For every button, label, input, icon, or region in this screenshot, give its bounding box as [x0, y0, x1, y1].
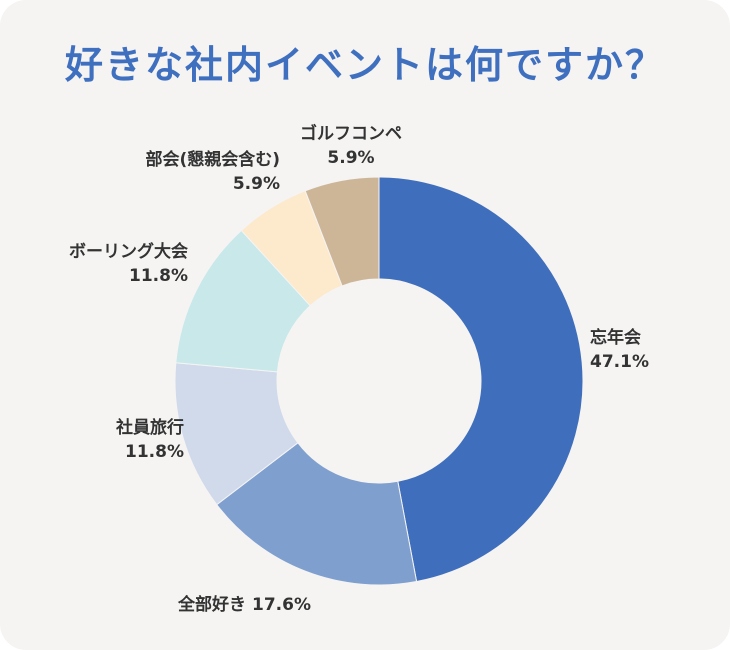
slice-label-trip: 社員旅行 11.8% — [98, 416, 184, 464]
donut-slice-1 — [216, 442, 418, 586]
slice-label-bowling: ボーリング大会 11.8% — [20, 240, 188, 288]
donut-slice-0 — [378, 176, 584, 583]
slice-label-name: 社員旅行 — [116, 418, 184, 438]
slice-label-all: 全部好き 17.6% — [178, 593, 311, 617]
slice-label-golf: ゴルフコンペ 5.9% — [276, 122, 426, 170]
slice-label-value: 5.9% — [232, 174, 280, 194]
slice-label-name: 部会(懇親会含む) — [145, 150, 280, 170]
slice-label-value: 47.1% — [590, 352, 649, 372]
donut-slice-5 — [304, 176, 380, 287]
slice-label-value: 11.8% — [129, 266, 188, 286]
slice-label-bukai: 部会(懇親会含む) 5.9% — [84, 148, 280, 196]
slice-label-name: 忘年会 — [590, 328, 641, 348]
chart-title: 好きな社内イベントは何ですか？ — [64, 43, 665, 87]
slice-label-name: 全部好き — [178, 595, 246, 615]
slice-label-value: 17.6% — [252, 595, 311, 615]
slice-label-name: ゴルフコンペ — [300, 124, 402, 144]
slice-label-value: 5.9% — [327, 148, 375, 168]
slice-label-value: 11.8% — [125, 442, 184, 462]
slice-label-bonenkai: 忘年会 47.1% — [590, 326, 649, 374]
slice-label-name: ボーリング大会 — [69, 242, 188, 262]
